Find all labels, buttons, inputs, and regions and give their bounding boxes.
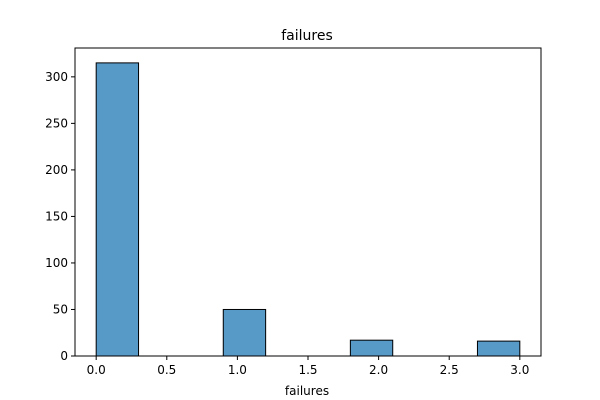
y-tick-label: 0 <box>60 349 68 363</box>
x-tick-label: 1.0 <box>228 363 247 377</box>
x-axis-title: failures <box>285 384 329 398</box>
x-tick-label: 2.0 <box>369 363 388 377</box>
x-tick-label: 3.0 <box>510 363 529 377</box>
x-tick-label: 0.0 <box>87 363 106 377</box>
chart-title: failures <box>281 28 333 44</box>
histogram-bar-3 <box>222 308 267 357</box>
y-axis: 0 50 100 150 200 250 300 <box>45 70 75 363</box>
x-tick-label: 1.5 <box>298 363 317 377</box>
histogram-bar-9 <box>476 340 521 357</box>
y-tick-label: 200 <box>45 163 68 177</box>
y-tick-label: 250 <box>45 116 68 130</box>
bars-layer <box>95 62 521 357</box>
x-tick-label: 2.5 <box>440 363 459 377</box>
y-tick-label: 150 <box>45 209 68 223</box>
y-tick-label: 50 <box>53 302 68 316</box>
histogram-bar-6 <box>349 339 394 357</box>
x-axis: 0.0 0.5 1.0 1.5 2.0 2.5 3.0 <box>87 356 529 377</box>
x-tick-label: 0.5 <box>157 363 176 377</box>
plot-frame <box>74 47 542 357</box>
histogram-bar-0 <box>95 62 140 357</box>
y-tick-label: 300 <box>45 70 68 84</box>
y-tick-label: 100 <box>45 256 68 270</box>
